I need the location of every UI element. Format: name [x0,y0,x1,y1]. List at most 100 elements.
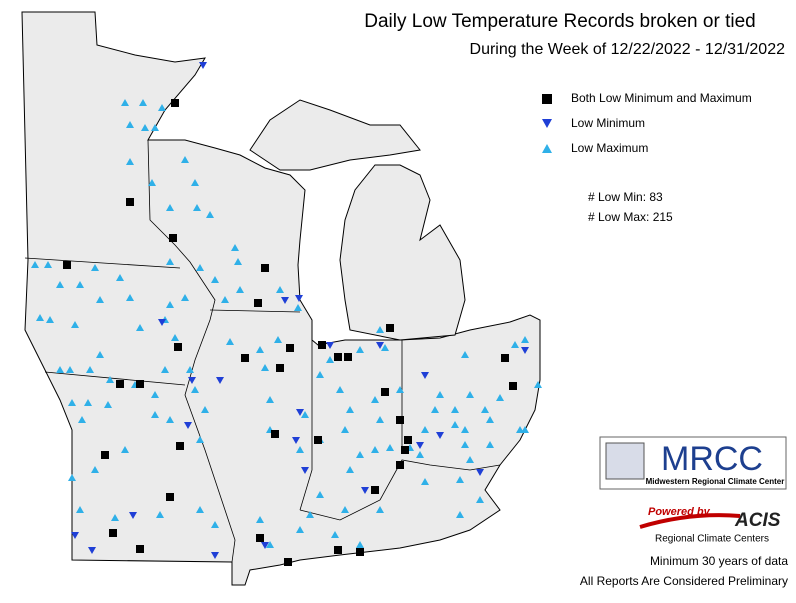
low-max-marker [76,506,84,513]
acis-full-name: Regional Climate Centers [655,534,769,545]
low-max-marker [336,386,344,393]
footer-note: All Reports Are Considered Preliminary [580,574,788,588]
low-min-marker [292,437,300,444]
low-max-marker [306,511,314,518]
both-marker [176,442,184,450]
low-max-marker [521,336,529,343]
low-max-marker [436,391,444,398]
both-marker [396,416,404,424]
low-max-marker [193,204,201,211]
michigan-upper [249,99,421,171]
low-max-marker [96,296,104,303]
title: Daily Low Temperature Records broken or … [364,11,755,32]
legend: Both Low Minimum and Maximum Low Minimum… [542,91,752,224]
both-marker [314,436,322,444]
low-min-marker [521,347,529,354]
low-max-marker [121,99,129,106]
low-min-marker [188,377,196,384]
low-max-marker [196,506,204,513]
low-max-marker [126,121,134,128]
low-max-marker [486,416,494,423]
low-max-marker [106,376,114,383]
low-max-marker [121,446,129,453]
both-marker [116,380,124,388]
low-max-marker [416,451,424,458]
low-max-marker [181,294,189,301]
low-max-marker [166,416,174,423]
low-max-marker [261,364,269,371]
both-marker [171,99,179,107]
low-max-marker [296,446,304,453]
low-max-marker [56,366,64,373]
low-max-marker [331,531,339,538]
both-marker [386,324,394,332]
low-max-marker [166,258,174,265]
both-marker [284,558,292,566]
low-max-marker [78,416,86,423]
low-max-marker [266,396,274,403]
low-min-marker [416,442,424,449]
low-max-marker [211,276,219,283]
logo-full-name: Midwestern Regional Climate Center [646,477,785,486]
both-marker [169,234,177,242]
low-max-marker [276,286,284,293]
low-max-marker [206,211,214,218]
both-marker [356,548,364,556]
low-min-marker [296,409,304,416]
low-max-marker [156,511,164,518]
low-max-marker [316,371,324,378]
low-max-marker [151,124,159,131]
low-max-marker [326,356,334,363]
low-max-marker [456,476,464,483]
both-marker [501,354,509,362]
low-max-marker [341,506,349,513]
low-max-marker [56,281,64,288]
low-max-marker [376,506,384,513]
low-max-marker [481,406,489,413]
low-max-marker [151,411,159,418]
low-max-marker [226,338,234,345]
low-max-marker [451,406,459,413]
both-marker [381,388,389,396]
low-max-marker [148,179,156,186]
both-marker [371,486,379,494]
both-marker [136,380,144,388]
low-min-marker [129,512,137,519]
both-marker [271,430,279,438]
low-max-marker [256,346,264,353]
low-max-marker [371,446,379,453]
low-min-marker [301,467,309,474]
both-marker [174,343,182,351]
low-max-marker [186,366,194,373]
low-min-marker [261,542,269,549]
low-max-marker [356,541,364,548]
low-max-marker [301,411,309,418]
legend-entry: Both Low Minimum and Maximum [571,91,752,105]
legend-entry: Low Minimum [571,116,645,130]
low-min-marker [71,532,79,539]
logo-map [605,442,645,480]
low-max-marker [386,444,394,451]
low-max-marker [521,426,529,433]
low-min-marker [211,552,219,559]
low-max-marker [496,394,504,401]
both-marker [286,344,294,352]
low-max-marker [461,426,469,433]
low-max-marker [511,341,519,348]
low-max-marker [294,304,302,311]
both-marker [509,382,517,390]
low-max-marker [256,516,264,523]
both-marker [318,341,326,349]
low-max-marker [421,426,429,433]
low-max-marker [371,396,379,403]
low-max-marker [211,521,219,528]
legend-down-triangle [542,119,552,128]
low-min-marker [216,377,224,384]
low-max-marker [171,334,179,341]
low-max-marker [111,514,119,521]
both-marker [63,261,71,269]
state-borders [24,139,501,563]
low-min-marker [281,297,289,304]
low-max-marker [139,99,147,106]
both-marker [166,493,174,501]
